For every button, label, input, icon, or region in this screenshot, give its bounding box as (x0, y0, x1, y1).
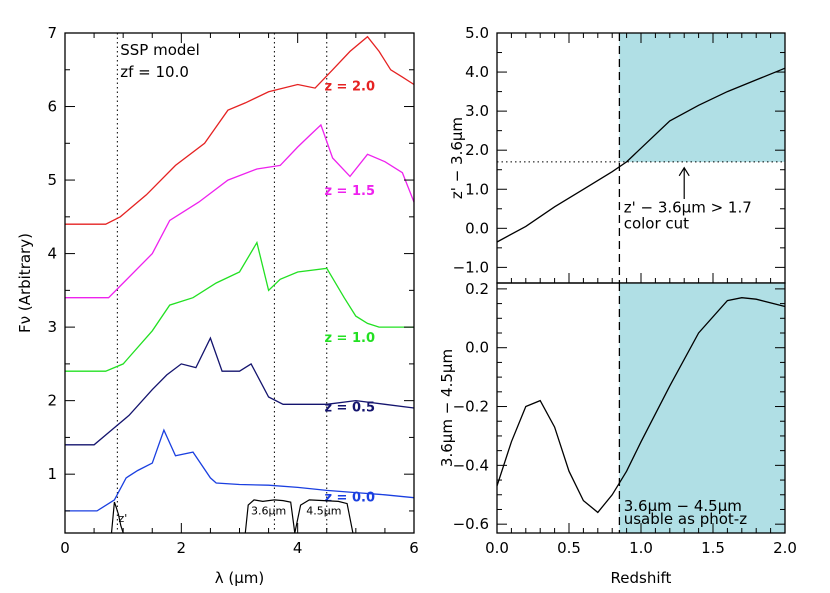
y-tick-label: 0.2 (465, 280, 489, 298)
spectrum-line (65, 123, 415, 299)
x-tick-label: 2 (177, 539, 187, 557)
series-label: z = 1.5 (324, 184, 375, 199)
x-tick-label: 0.0 (485, 539, 509, 557)
y-tick-label: 1.0 (465, 180, 489, 198)
x-axis-label: Redshift (611, 569, 672, 587)
arrow-head (678, 166, 690, 177)
filter-label: z' (119, 512, 128, 525)
x-tick-label: 0.5 (557, 539, 581, 557)
x-tick-label: 1.5 (701, 539, 725, 557)
y-tick-label: −0.4 (453, 456, 489, 474)
spectrum-line (65, 35, 415, 225)
y-tick-label: 0.0 (465, 339, 489, 357)
y-tick-label: 1 (47, 465, 57, 483)
y-axis-label: Fν (Arbitrary) (16, 233, 34, 333)
y-tick-label: 3 (47, 318, 57, 336)
y-tick-label: 4.0 (465, 63, 489, 81)
y-tick-label: −0.2 (453, 398, 489, 416)
filter-label: 4.5μm (306, 505, 341, 518)
x-axis-label: λ (μm) (215, 569, 265, 587)
y-tick-label: 3.0 (465, 102, 489, 120)
model-annotation: SSP model (120, 41, 200, 59)
color-curve (496, 67, 786, 243)
cut-annotation: color cut (624, 214, 689, 232)
filter-curve (244, 499, 296, 534)
y-tick-label: 6 (47, 98, 57, 116)
filter-curve (110, 501, 124, 534)
x-tick-label: 1.0 (629, 539, 653, 557)
color-curve (496, 297, 786, 514)
y-axis-label: z' − 3.6μm (448, 117, 466, 199)
cut-annotation: z' − 3.6μm > 1.7 (624, 199, 752, 217)
shaded-region (619, 33, 785, 162)
spectrum-line (65, 336, 415, 446)
model-annotation: zf = 10.0 (120, 63, 189, 81)
x-tick-label: 2.0 (773, 539, 797, 557)
filter-label: 3.6μm (251, 505, 286, 518)
photz-annotation: usable as phot-z (624, 510, 747, 528)
y-tick-label: −1.0 (453, 258, 489, 276)
series-label: z = 2.0 (324, 79, 375, 94)
spectrum-line (65, 428, 415, 512)
filter-curve (294, 499, 354, 534)
series-label: z = 0.5 (324, 401, 375, 416)
y-axis-label: 3.6μm − 4.5μm (438, 349, 456, 467)
series-label: z = 1.0 (324, 331, 375, 346)
y-tick-label: 5.0 (465, 24, 489, 42)
y-tick-label: 2 (47, 392, 57, 410)
y-tick-label: 0.0 (465, 219, 489, 237)
photz-annotation: 3.6μm − 4.5μm (624, 497, 742, 515)
y-tick-label: −0.6 (453, 515, 489, 533)
spectrum-line (65, 240, 414, 372)
x-tick-label: 4 (293, 539, 303, 557)
y-tick-label: 4 (47, 245, 57, 263)
x-tick-label: 0 (60, 539, 70, 557)
y-tick-label: 2.0 (465, 141, 489, 159)
plot-frame (64, 32, 415, 534)
series-label: z = 0.0 (324, 490, 375, 505)
shaded-region (619, 283, 785, 533)
x-tick-label: 6 (409, 539, 419, 557)
y-tick-label: 7 (47, 24, 57, 42)
y-tick-label: 5 (47, 171, 57, 189)
